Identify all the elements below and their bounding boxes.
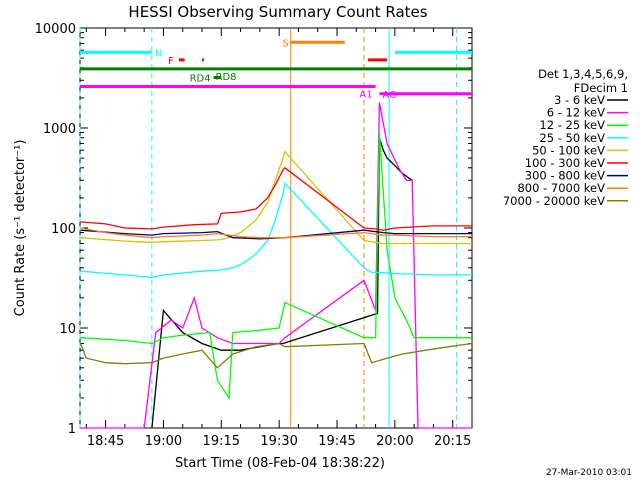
plot-area: 1 10 100 1000 10000 18:45 19:00 19:15 19:30 19:45…: [35, 22, 473, 449]
flag-label-n: N: [155, 48, 162, 59]
y-tick-label: 10: [59, 322, 76, 337]
flag-label-f: F: [168, 56, 174, 67]
flag-label-rd8: RD8: [216, 72, 237, 83]
legend-entry-label: 25 - 50 keV: [539, 131, 605, 145]
flag-label-ao: AO: [382, 90, 397, 101]
series-line-7: [80, 229, 472, 240]
x-tick-label: 18:45: [87, 434, 124, 449]
x-tick-label: 19:00: [145, 434, 182, 449]
y-tick-label: 100: [51, 222, 76, 237]
legend-title-line2: FDecim 1: [574, 81, 628, 95]
x-tick-label: 20:15: [434, 434, 471, 449]
x-axis-label: Start Time (08-Feb-04 18:38:22): [175, 456, 385, 471]
legend-entry-label: 12 - 25 keV: [539, 118, 605, 132]
series-line-5: [80, 150, 472, 245]
legend-entry-label: 800 - 7000 keV: [517, 181, 605, 195]
legend-entry-label: 300 - 800 keV: [525, 169, 605, 183]
x-tick-label: 20:00: [376, 434, 413, 449]
x-tick-label: 19:30: [260, 434, 297, 449]
legend-entry-label: 7000 - 20000 keV: [503, 194, 605, 208]
y-axis-label: Count Rate (s⁻¹ detector⁻¹): [13, 140, 28, 317]
series-line-6: [80, 166, 472, 231]
legend-entry-label: 50 - 100 keV: [532, 143, 605, 157]
y-tick-label: 10000: [35, 22, 76, 37]
x-tick-label: 19:15: [203, 434, 240, 449]
series-line-4: [80, 181, 472, 279]
legend-entry-label: 100 - 300 keV: [525, 156, 605, 170]
series-line-1: [151, 137, 413, 429]
flag-label-rd4: RD4: [190, 73, 211, 84]
series-line-8: [80, 227, 472, 239]
footer-date: 27-Mar-2010 03:01: [546, 468, 632, 478]
series-line-3: [80, 132, 472, 400]
x-tick-label: 19:45: [318, 434, 355, 449]
legend-entry-label: 3 - 6 keV: [554, 93, 605, 107]
legend-entry-label: 6 - 12 keV: [547, 106, 605, 120]
flag-label-a1: A1: [359, 90, 372, 101]
legend-title-line1: Det 1,3,4,5,6,9,: [538, 67, 628, 81]
flag-label-s: S: [282, 38, 288, 49]
series-line-2: [80, 102, 472, 429]
chart-title: HESSI Observing Summary Count Rates: [128, 3, 427, 21]
series-line-9: [79, 342, 473, 369]
y-tick-label: 1000: [43, 122, 76, 137]
y-tick-label: 1: [68, 422, 76, 437]
